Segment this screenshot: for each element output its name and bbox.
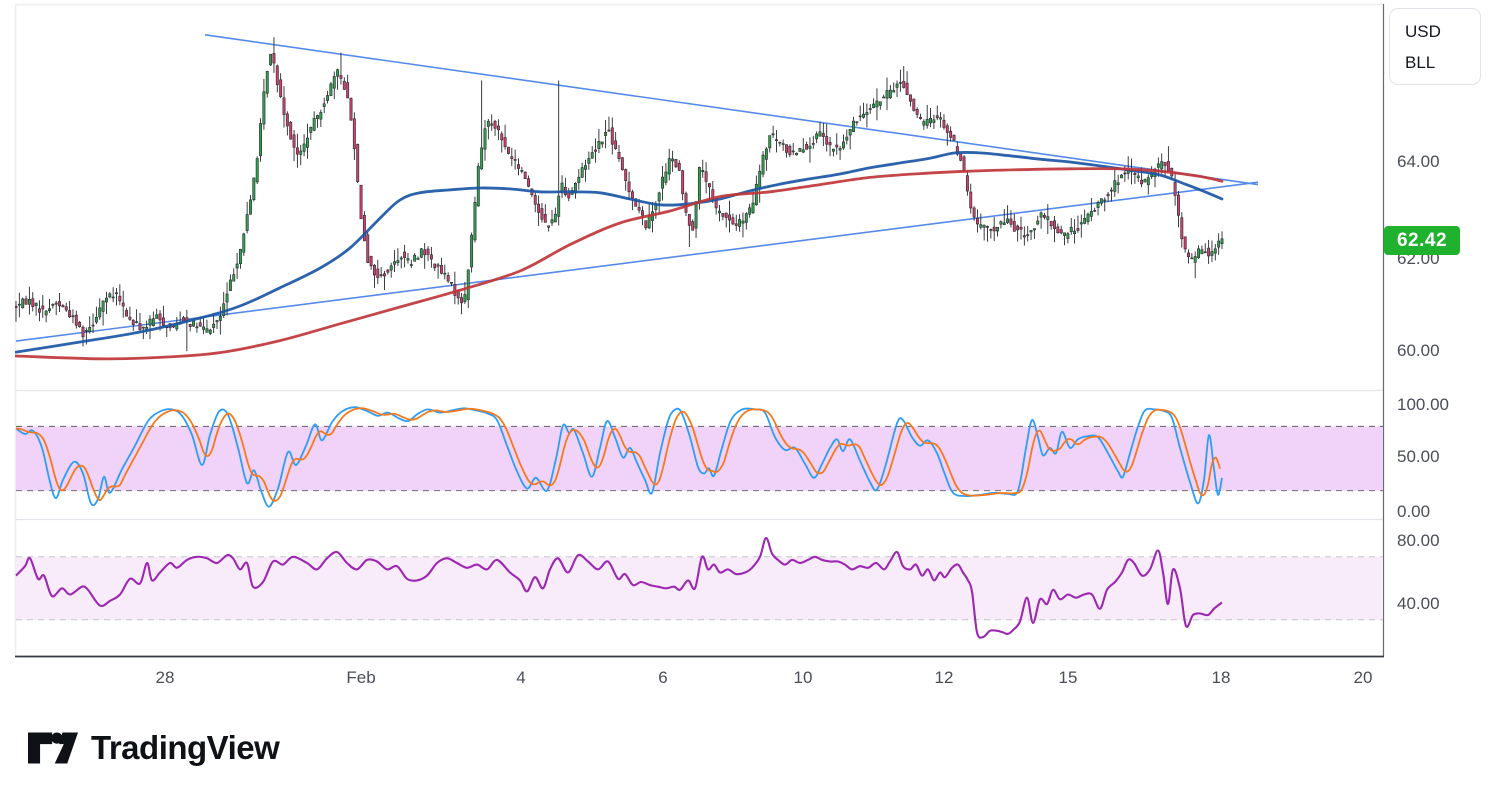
time-axis-tick-label: 20 <box>1353 668 1373 687</box>
currency-label: USD <box>1405 22 1441 41</box>
price-axis-tick-label: 0.00 <box>1397 502 1431 521</box>
last-price-badge: 62.42 <box>1384 226 1460 255</box>
time-axis-tick-label: Feb <box>346 668 376 687</box>
price-axis-tick-label: 40.00 <box>1397 594 1440 613</box>
price-axis-tick-label: 80.00 <box>1397 531 1440 550</box>
tradingview-logo-icon <box>28 727 78 769</box>
symbol-label: BLL <box>1405 53 1436 72</box>
time-axis-tick-label: 15 <box>1058 668 1078 687</box>
tradingview-logo-text: TradingView <box>91 729 280 766</box>
price-axis-tick-label: 50.00 <box>1397 447 1440 466</box>
tradingview-logo[interactable]: TradingView <box>28 727 280 769</box>
time-axis-tick-label: 6 <box>658 668 668 687</box>
time-axis-tick-label: 12 <box>934 668 954 687</box>
time-axis-tick-label: 28 <box>155 668 175 687</box>
time-axis-tick-label: 18 <box>1211 668 1231 687</box>
time-axis-tick-label: 10 <box>793 668 813 687</box>
price-axis-tick-label: 64.00 <box>1397 152 1440 171</box>
time-axis-tick-label: 4 <box>516 668 526 687</box>
last-price-value: 62.42 <box>1396 230 1448 251</box>
price-axis-tick-label: 60.00 <box>1397 341 1440 360</box>
symbol-info-box: USD BLL <box>1389 8 1481 85</box>
price-axis-tick-label: 100.00 <box>1397 395 1449 414</box>
